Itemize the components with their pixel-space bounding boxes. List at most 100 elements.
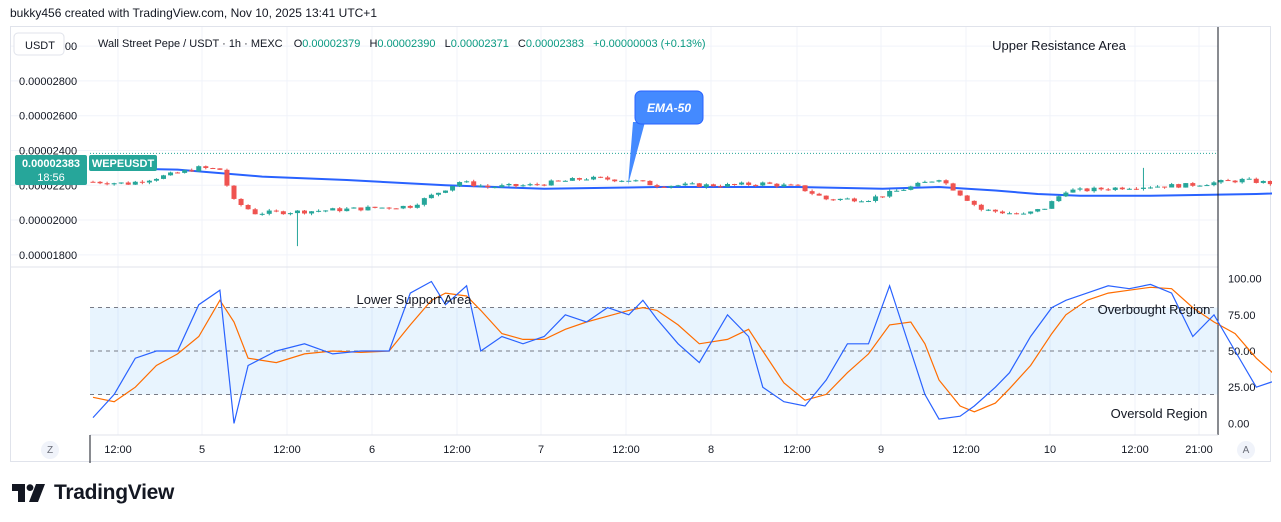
candle-body (485, 185, 491, 188)
currency-button[interactable] (13, 32, 65, 56)
candle-body (584, 179, 589, 181)
candle-body (309, 211, 315, 214)
candle-body (1197, 185, 1203, 187)
candle-body (1091, 187, 1097, 192)
candle-body (964, 195, 970, 201)
time-tick-label: 12:00 (783, 444, 811, 456)
chart-frame[interactable]: 0.000030000.000028000.000026000.00002400… (10, 26, 1272, 463)
candle-body (1148, 187, 1153, 189)
candle-body (767, 182, 773, 184)
candle-body (337, 208, 343, 212)
candle-body (323, 210, 329, 212)
candle-body (971, 200, 977, 205)
candle-body (837, 198, 843, 201)
ema-callout-box (634, 90, 704, 125)
time-tick-label: 12:00 (104, 444, 132, 456)
a-label: A (1242, 444, 1250, 456)
stochastic-tick-label: 75.00 (1228, 310, 1256, 322)
candle-body (1232, 180, 1238, 183)
candle-body (689, 183, 695, 185)
time-tick-label: 7 (538, 444, 544, 456)
candle-body (781, 184, 787, 187)
time-axis[interactable]: 12:00 5 12:00 6 12:00 7 12:00 8 12:00 9 12:00 10 12:… (104, 444, 1213, 456)
candle-body (1162, 186, 1168, 188)
candle-body (661, 186, 667, 188)
candle-body (647, 180, 653, 186)
candle-body (132, 181, 138, 185)
candle-body (760, 182, 766, 186)
candle-body (1204, 185, 1210, 187)
candle-body (1084, 188, 1090, 192)
candle-body (520, 185, 526, 187)
chart-canvas[interactable]: 0.000030000.000028000.000026000.00002400… (11, 27, 1272, 463)
candle-body (1260, 180, 1266, 183)
candle-body (1070, 189, 1076, 193)
candle-body (1183, 183, 1189, 188)
candle-body (873, 196, 879, 201)
candle-body (97, 181, 103, 184)
price-pane[interactable]: 0.000030000.000028000.000026000.00002400… (11, 27, 1272, 435)
candle-body (252, 209, 258, 215)
ema-callout: EMA-50 (628, 90, 704, 185)
low-label: L (445, 38, 451, 50)
candle-body (534, 184, 540, 186)
close-label: C (518, 38, 526, 50)
candle-body (795, 184, 801, 186)
candle-body (358, 207, 364, 211)
price-tick-label: 0.00002000 (19, 215, 77, 227)
candle-body (696, 183, 702, 188)
candle-body (1063, 192, 1069, 197)
candle-body (936, 180, 942, 182)
candle-body (330, 208, 336, 211)
candle-body (1035, 209, 1041, 212)
stochastic-k-line (92, 280, 1272, 424)
oversold-label: Oversold Region (1111, 406, 1208, 421)
candle-body (471, 181, 477, 187)
candle-body (146, 180, 152, 183)
candle-body (161, 175, 166, 179)
price-tick-label: 0.00002800 (19, 76, 77, 88)
candle-body (1077, 188, 1083, 190)
candle-body (351, 207, 357, 209)
candle-body (365, 206, 371, 211)
ema-callout-label: EMA-50 (647, 101, 691, 115)
time-tick-label: 9 (878, 444, 884, 456)
symbol-name: Wall Street Pepe / USDT · 1h · MEXC (98, 38, 283, 50)
candle-body (562, 180, 568, 182)
candle-body (675, 185, 681, 187)
time-tick-label: 8 (708, 444, 714, 456)
candle-body (168, 172, 174, 176)
candle-body (153, 178, 159, 181)
candle-body (224, 169, 230, 186)
candle-body (1155, 186, 1161, 188)
candle-body (527, 184, 533, 186)
lower-support-label: Lower Support Area (357, 292, 473, 307)
candle-body (774, 183, 780, 187)
candle-body (908, 186, 914, 190)
tradingview-brand[interactable]: TradingView (12, 480, 174, 506)
candle-body (866, 200, 871, 202)
candle-body (414, 204, 420, 208)
tradingview-logo-icon (12, 484, 45, 502)
brand-name: TradingView (54, 481, 175, 504)
candle-body (555, 180, 561, 182)
z-label: Z (46, 444, 54, 456)
candle-body (1042, 208, 1048, 210)
auto-scale-button[interactable]: A (1237, 441, 1255, 459)
candle-body (985, 209, 991, 211)
candle-body (1056, 196, 1062, 202)
candle-body (929, 181, 935, 183)
stochastic-tick-label: 100.00 (1228, 274, 1262, 286)
log-scale-button[interactable]: Z (41, 441, 59, 459)
candle-body (464, 181, 470, 183)
candle-body (379, 207, 385, 209)
candle-body (598, 176, 604, 178)
candle-body (513, 184, 519, 187)
candle-body (1049, 201, 1055, 209)
candle-body (717, 186, 723, 188)
candle-body (576, 178, 582, 180)
price-tag-value: 0.00002383 (22, 158, 80, 170)
time-tick-label: 12:00 (1121, 444, 1149, 456)
